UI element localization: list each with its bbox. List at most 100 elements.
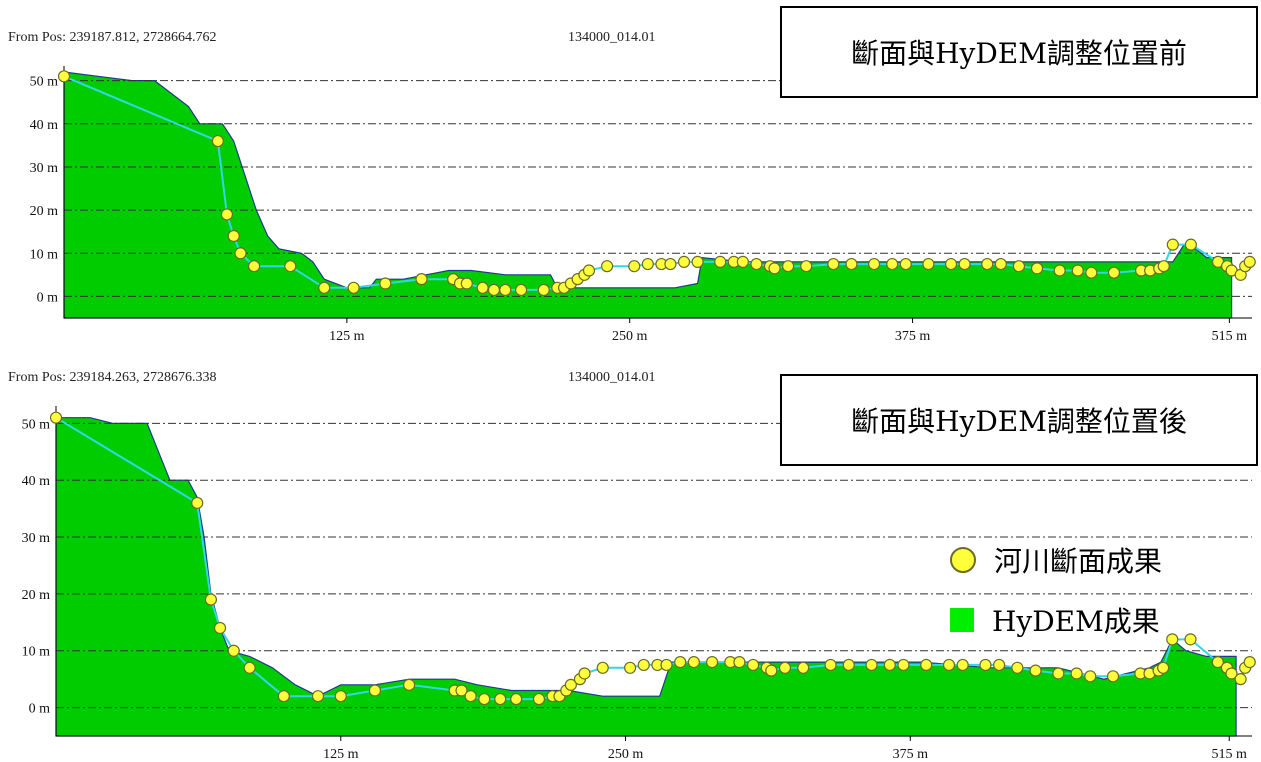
x-tick-label: 125 m	[323, 747, 359, 762]
survey-point	[922, 257, 935, 271]
y-tick-label: 20 m	[30, 204, 59, 219]
profile-panel-after: From Pos: 239184.263, 2728676.338 134000…	[0, 360, 1261, 762]
survey-point	[368, 684, 382, 697]
x-tick-label: 250 m	[608, 747, 644, 762]
survey-point	[347, 281, 360, 294]
survey-point	[797, 661, 810, 674]
survey-point	[942, 658, 956, 672]
annotation-box: 斷面與HyDEM調整位置前	[780, 6, 1258, 98]
survey-point	[899, 257, 912, 271]
survey-point	[277, 690, 290, 703]
survey-point	[537, 283, 550, 297]
survey-point	[227, 229, 240, 243]
y-tick-label: 30 m	[22, 531, 51, 546]
section-id-label: 134000_014.01	[568, 370, 656, 385]
survey-point	[628, 260, 641, 273]
survey-point	[1211, 656, 1224, 669]
survey-point	[705, 656, 719, 669]
survey-point	[213, 621, 227, 635]
survey-point	[1243, 255, 1256, 268]
survey-point	[1166, 633, 1179, 646]
survey-point	[733, 656, 746, 669]
survey-point	[920, 658, 933, 672]
section-id-label: 134000_014.01	[568, 30, 656, 45]
survey-point	[993, 658, 1006, 672]
survey-point	[677, 255, 691, 268]
survey-point	[1084, 670, 1097, 683]
survey-point	[334, 690, 347, 703]
survey-point	[49, 411, 63, 424]
y-tick-label: 40 m	[30, 118, 59, 133]
survey-point	[1053, 264, 1066, 277]
survey-point	[1106, 670, 1120, 683]
survey-point	[641, 257, 654, 271]
survey-point	[191, 496, 204, 510]
legend-label-dem: HyDEM成果	[992, 605, 1160, 638]
survey-point	[510, 692, 523, 706]
survey-point	[1157, 661, 1170, 674]
survey-point	[981, 257, 994, 271]
survey-point	[499, 283, 512, 297]
survey-point	[842, 658, 855, 672]
survey-point	[415, 273, 428, 286]
survey-point	[1243, 656, 1256, 669]
elevation-profile-chart: 0 m 10 m 20 m 30 m 40 m 50 m 125 m 250 m 375 m 51…	[22, 406, 1256, 762]
dem-area-icon	[950, 608, 974, 632]
survey-point	[1184, 633, 1197, 646]
survey-point	[247, 260, 261, 273]
survey-point	[886, 257, 899, 271]
survey-point	[57, 70, 71, 83]
survey-point	[768, 262, 781, 275]
survey-point	[243, 661, 256, 674]
survey-point	[204, 593, 218, 606]
survey-point	[845, 257, 858, 271]
survey-point	[318, 281, 331, 294]
survey-point	[1011, 661, 1024, 674]
legend-item-dem: HyDEM成果	[950, 590, 1162, 650]
survey-point	[514, 283, 528, 297]
survey-point	[227, 644, 240, 657]
survey-point	[868, 257, 881, 271]
survey-point	[1070, 667, 1083, 680]
survey-point	[979, 658, 992, 672]
survey-point	[1085, 266, 1098, 279]
survey-point	[1012, 260, 1026, 273]
survey-point	[782, 260, 795, 273]
survey-point	[637, 658, 650, 672]
survey-point	[234, 247, 247, 260]
y-tick-label: 20 m	[22, 588, 51, 603]
chart-legend: 河川斷面成果 HyDEM成果	[950, 530, 1162, 650]
survey-point	[211, 134, 224, 148]
survey-point	[284, 260, 297, 273]
survey-point	[600, 260, 614, 273]
survey-point	[220, 208, 234, 221]
survey-point	[1029, 664, 1042, 677]
survey-point	[687, 656, 700, 669]
dem-area	[63, 71, 1233, 319]
survey-point	[596, 661, 609, 674]
survey-point	[691, 255, 704, 268]
survey-point	[582, 264, 596, 277]
survey-point	[736, 255, 749, 268]
legend-item-survey: 河川斷面成果	[950, 530, 1162, 590]
survey-point	[778, 661, 792, 674]
survey-point	[578, 667, 591, 680]
from-position-label: From Pos: 239187.812, 2728664.762	[8, 30, 217, 45]
survey-point	[1157, 260, 1170, 273]
survey-point	[827, 257, 840, 271]
survey-point	[883, 658, 896, 672]
survey-point	[664, 257, 677, 271]
survey-point	[403, 678, 416, 691]
survey-point	[311, 690, 325, 703]
survey-point	[494, 692, 507, 706]
survey-point	[1071, 264, 1084, 277]
legend-label-survey: 河川斷面成果	[994, 545, 1163, 578]
dem-area	[55, 417, 1237, 737]
survey-point	[897, 658, 910, 672]
y-tick-label: 10 m	[30, 247, 59, 262]
y-tick-label: 50 m	[30, 75, 59, 90]
from-position-label: From Pos: 239184.263, 2728676.338	[8, 370, 217, 385]
x-tick-label: 375 m	[895, 329, 931, 344]
x-tick-label: 125 m	[329, 329, 365, 344]
survey-point	[994, 257, 1007, 271]
